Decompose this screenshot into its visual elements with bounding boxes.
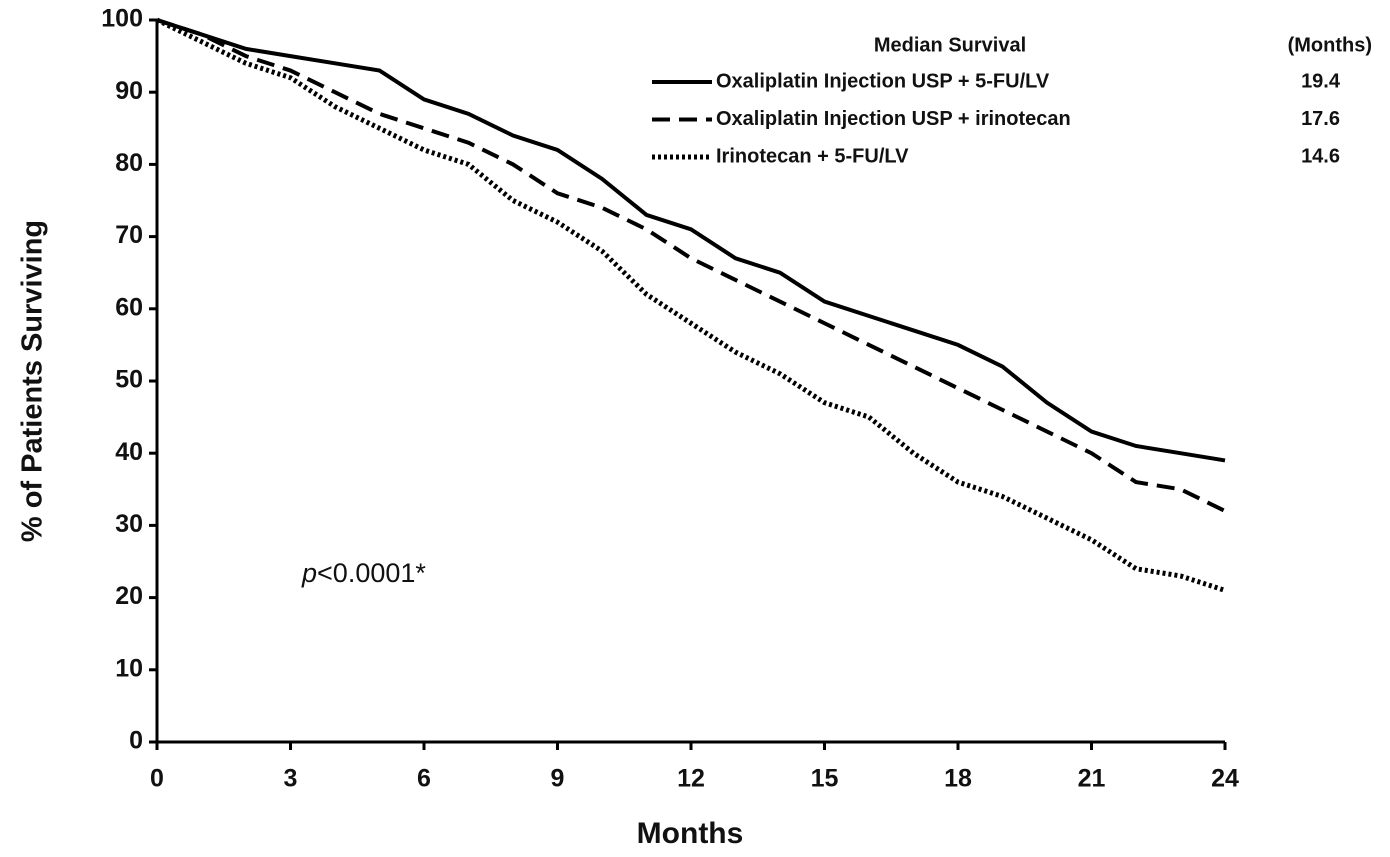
x-tick-label: 21 [1078,765,1106,793]
x-tick-label: 24 [1211,765,1239,793]
x-tick-label: 6 [417,765,431,793]
legend-value-header: (Months) [1288,34,1372,56]
survival-line [156,18,1226,463]
legend-title: Median Survival [874,34,1026,56]
legend-median: 19.4 [1301,70,1341,92]
x-tick-label: 9 [551,765,565,793]
legend-median: 14.6 [1301,145,1340,167]
y-tick-label: 60 [115,293,143,321]
x-tick-label: 0 [150,765,164,793]
x-tick-label: 15 [811,765,839,793]
x-tick-label: 3 [284,765,298,793]
y-tick-label: 40 [115,438,143,466]
annotation-p: p [301,558,317,588]
y-axis-title: % of Patients Surviving [17,220,49,542]
x-tick-label: 18 [944,765,972,793]
y-tick-label: 10 [115,654,143,682]
annotation: p<0.0001* [301,558,426,588]
survival-line [156,18,1226,513]
annotation-value: <0.0001* [317,558,426,588]
legend-label: Oxaliplatin Injection USP + 5-FU/LV [716,70,1050,92]
x-tick-label: 12 [677,765,705,793]
y-tick-label: 80 [115,149,143,177]
x-axis-title: Months [637,817,744,850]
y-tick-label: 20 [115,582,143,610]
y-tick-label: 90 [115,77,143,105]
y-tick-label: 50 [115,366,143,394]
y-tick-label: 30 [115,510,143,538]
y-tick-label: 0 [129,727,143,755]
y-tick-label: 70 [115,221,143,249]
y-tick-label: 100 [101,5,143,33]
survival-line [155,17,1226,593]
legend-median: 17.6 [1301,108,1340,130]
legend-label: Oxaliplatin Injection USP + irinotecan [716,108,1071,130]
legend-label: Irinotecan + 5-FU/LV [716,145,909,167]
